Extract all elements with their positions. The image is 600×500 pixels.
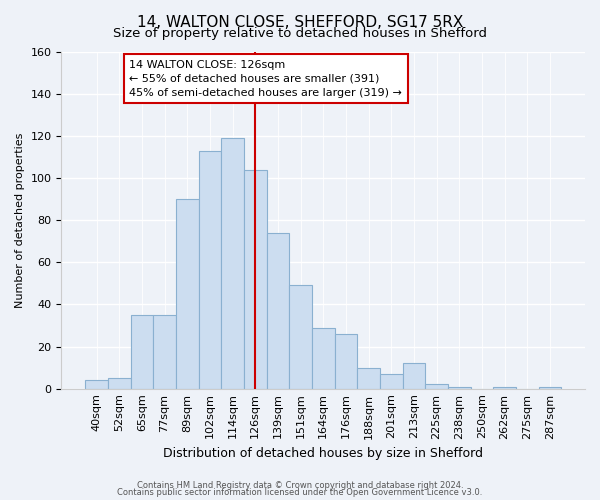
Text: Size of property relative to detached houses in Shefford: Size of property relative to detached ho… — [113, 28, 487, 40]
Bar — [539, 386, 561, 388]
Bar — [312, 328, 335, 388]
X-axis label: Distribution of detached houses by size in Shefford: Distribution of detached houses by size … — [163, 447, 483, 460]
Bar — [357, 368, 380, 388]
Bar — [425, 384, 448, 388]
Bar — [244, 170, 266, 388]
Text: 14, WALTON CLOSE, SHEFFORD, SG17 5RX: 14, WALTON CLOSE, SHEFFORD, SG17 5RX — [137, 15, 463, 30]
Bar — [403, 364, 425, 388]
Text: Contains HM Land Registry data © Crown copyright and database right 2024.: Contains HM Land Registry data © Crown c… — [137, 480, 463, 490]
Bar — [448, 386, 470, 388]
Bar — [335, 334, 357, 388]
Text: Contains public sector information licensed under the Open Government Licence v3: Contains public sector information licen… — [118, 488, 482, 497]
Bar — [380, 374, 403, 388]
Bar — [176, 199, 199, 388]
Bar — [85, 380, 108, 388]
Bar — [266, 232, 289, 388]
Bar — [289, 286, 312, 389]
Text: 14 WALTON CLOSE: 126sqm
← 55% of detached houses are smaller (391)
45% of semi-d: 14 WALTON CLOSE: 126sqm ← 55% of detache… — [130, 60, 403, 98]
Bar — [108, 378, 131, 388]
Bar — [131, 315, 153, 388]
Bar — [493, 386, 516, 388]
Bar — [199, 150, 221, 388]
Y-axis label: Number of detached properties: Number of detached properties — [15, 132, 25, 308]
Bar — [153, 315, 176, 388]
Bar — [221, 138, 244, 388]
